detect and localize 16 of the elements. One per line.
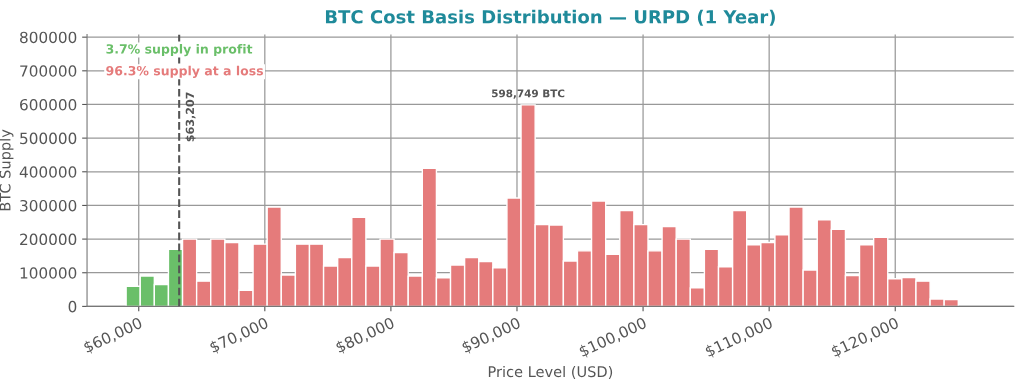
ref-line-label: $63,207 <box>185 92 196 142</box>
x-axis-title: Price Level (USD) <box>488 365 613 379</box>
annotation: 598,749 BTC <box>492 89 565 99</box>
y-tick-label: 0 <box>68 300 77 313</box>
annotation: 3.7% supply in profit <box>106 43 253 57</box>
chart-title: BTC Cost Basis Distribution — URPD (1 Year) <box>325 9 775 26</box>
y-tick-label: 700000 <box>20 65 77 77</box>
y-tick-label: 600000 <box>20 98 77 111</box>
y-tick-label: 400000 <box>19 166 77 178</box>
annotation: 96.3% supply at a loss <box>106 65 264 78</box>
y-tick-label: 800000 <box>20 31 77 44</box>
y-tick-label: 300000 <box>20 199 77 212</box>
y-axis-title: BTC Supply <box>0 129 14 211</box>
y-tick-label: 200000 <box>20 233 77 246</box>
y-tick-label: 100000 <box>20 267 77 279</box>
y-tick-label: 500000 <box>20 132 77 145</box>
